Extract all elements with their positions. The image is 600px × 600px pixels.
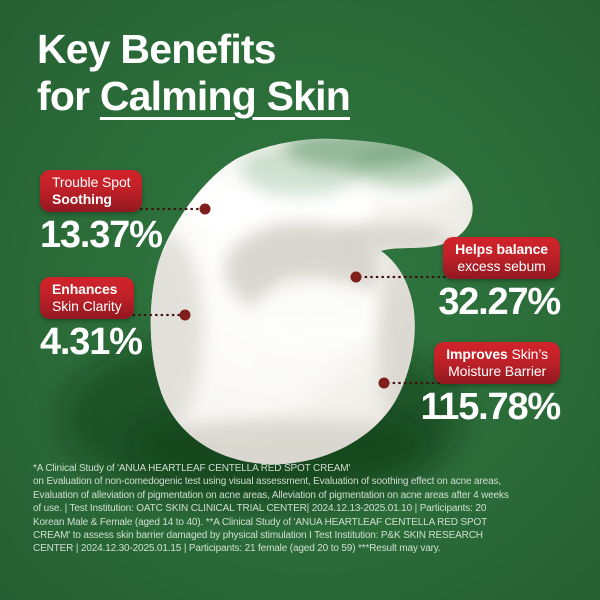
connector-lines xyxy=(126,207,451,385)
benefit-value-sebum: 32.27% xyxy=(438,281,561,323)
benefit-value-moisture-barrier: 115.78% xyxy=(420,386,561,428)
badge-line2: Skin Clarity xyxy=(52,298,122,315)
page-title: Key Benefits for Calming Skin xyxy=(37,26,352,120)
benefit-value-trouble-spot: 13.37% xyxy=(40,214,163,256)
connector-dot-moisture xyxy=(378,377,390,389)
benefit-badge-trouble-spot: Trouble Spot Soothing xyxy=(40,170,143,212)
title-line2: for Calming Skin xyxy=(37,73,352,119)
benefit-sebum: Helps balance excess sebum 32.27% xyxy=(438,237,561,323)
badge-text-bold: Enhances xyxy=(52,281,118,297)
benefit-trouble-spot: Trouble Spot Soothing 13.37% xyxy=(40,170,163,256)
benefit-badge-skin-clarity: Enhances Skin Clarity xyxy=(40,277,134,319)
connector-dot-sebum xyxy=(350,271,362,283)
benefit-value-skin-clarity: 4.31% xyxy=(40,321,143,363)
disclaimer-line: CENTER | 2024.12.30-2025.01.15 | Partici… xyxy=(33,543,441,555)
badge-line1: Trouble Spot xyxy=(52,174,131,191)
connector-dot-skin-clarity xyxy=(179,309,191,321)
badge-text-regular: Moisture Barrier xyxy=(448,362,547,379)
badge-line2: Soothing xyxy=(52,191,130,208)
connector-dots xyxy=(179,203,390,389)
title-line1: Key Benefits xyxy=(37,26,277,72)
disclaimer-line: of use. | Test Institution: OATC SKIN CL… xyxy=(33,503,487,515)
badge-line2: excess sebum xyxy=(455,258,548,275)
benefit-moisture-barrier: Improves Skin’s Moisture Barrier 115.78% xyxy=(420,342,561,428)
badge-text-regular: Skin Clarity xyxy=(52,297,122,314)
badge-line1: Helps balance xyxy=(455,241,548,258)
disclaimer-line: Korean Male & Female (aged 14 to 40). **… xyxy=(33,516,488,528)
badge-text-bold: Improves xyxy=(446,346,512,362)
disclaimer: *A Clinical Study of 'ANUA HEARTLEAF CEN… xyxy=(33,462,593,556)
badge-line1: Improves Skin’s xyxy=(446,346,548,363)
title-underlined-text: Calming Skin xyxy=(99,73,351,119)
disclaimer-line: Evaluation of alleviation of pigmentatio… xyxy=(33,489,509,501)
connector-dot-trouble-spot xyxy=(199,203,211,215)
badge-line1: Enhances xyxy=(52,281,122,298)
disclaimer-line: *A Clinical Study of 'ANUA HEARTLEAF CEN… xyxy=(33,463,351,474)
badge-line2: Moisture Barrier xyxy=(446,363,548,380)
badge-text-bold: Soothing xyxy=(52,190,112,207)
badge-text-bold: Helps balance xyxy=(455,241,548,257)
benefit-badge-sebum: Helps balance excess sebum xyxy=(443,237,560,279)
badge-text-regular: Trouble Spot xyxy=(52,174,131,190)
title-line2-prefix: for xyxy=(37,73,100,119)
benefit-skin-clarity: Enhances Skin Clarity 4.31% xyxy=(40,277,143,363)
disclaimer-line: CREAM' to assess skin barrier damaged by… xyxy=(33,530,483,542)
disclaimer-line: on Evaluation of non-comedogenic test us… xyxy=(33,476,501,488)
badge-text-regular: excess sebum xyxy=(457,257,546,274)
badge-text-regular: Skin’s xyxy=(511,346,549,362)
cream-shading xyxy=(150,138,463,465)
benefit-badge-moisture-barrier: Improves Skin’s Moisture Barrier xyxy=(434,342,560,384)
